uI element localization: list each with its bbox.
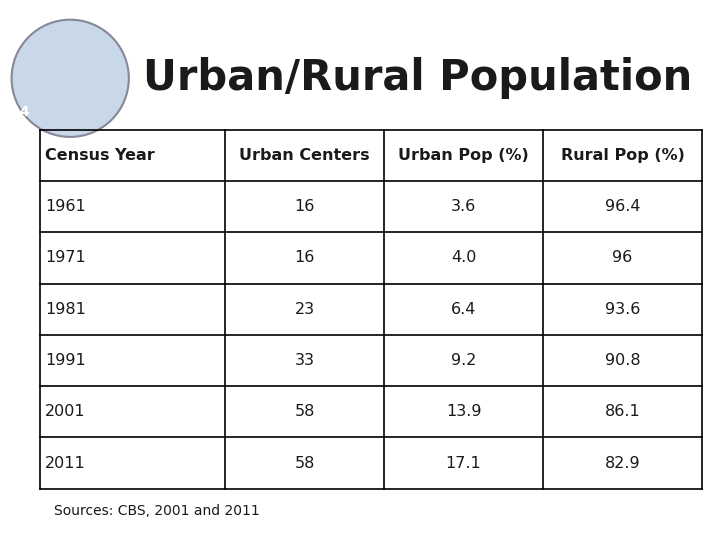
Text: 17.1: 17.1 [446, 456, 482, 470]
Text: 14: 14 [10, 105, 30, 119]
Circle shape [12, 19, 129, 137]
Text: 16: 16 [294, 199, 315, 214]
Text: 96: 96 [613, 251, 633, 265]
Text: 90.8: 90.8 [605, 353, 640, 368]
Text: 1961: 1961 [45, 199, 86, 214]
Text: 13.9: 13.9 [446, 404, 481, 419]
Text: 1981: 1981 [45, 302, 86, 316]
Text: Urban/Rural Population: Urban/Rural Population [143, 57, 692, 99]
Text: 82.9: 82.9 [605, 456, 640, 470]
Text: 1971: 1971 [45, 251, 86, 265]
Text: 2011: 2011 [45, 456, 86, 470]
Text: 58: 58 [294, 404, 315, 419]
Text: 3.6: 3.6 [451, 199, 476, 214]
Text: 58: 58 [294, 456, 315, 470]
Text: Sources: CBS, 2001 and 2011: Sources: CBS, 2001 and 2011 [54, 504, 260, 518]
Text: 2001: 2001 [45, 404, 86, 419]
Text: 86.1: 86.1 [605, 404, 640, 419]
Text: 16: 16 [294, 251, 315, 265]
Text: 9.2: 9.2 [451, 353, 476, 368]
Text: 23: 23 [294, 302, 315, 316]
Text: Urban Pop (%): Urban Pop (%) [398, 148, 529, 163]
Text: Rural Pop (%): Rural Pop (%) [561, 148, 685, 163]
Text: 1991: 1991 [45, 353, 86, 368]
Text: Census Year: Census Year [45, 148, 155, 163]
Text: 93.6: 93.6 [605, 302, 640, 316]
Text: 33: 33 [294, 353, 315, 368]
Text: 6.4: 6.4 [451, 302, 476, 316]
Text: Urban Centers: Urban Centers [239, 148, 370, 163]
Text: 96.4: 96.4 [605, 199, 640, 214]
Text: 4.0: 4.0 [451, 251, 476, 265]
